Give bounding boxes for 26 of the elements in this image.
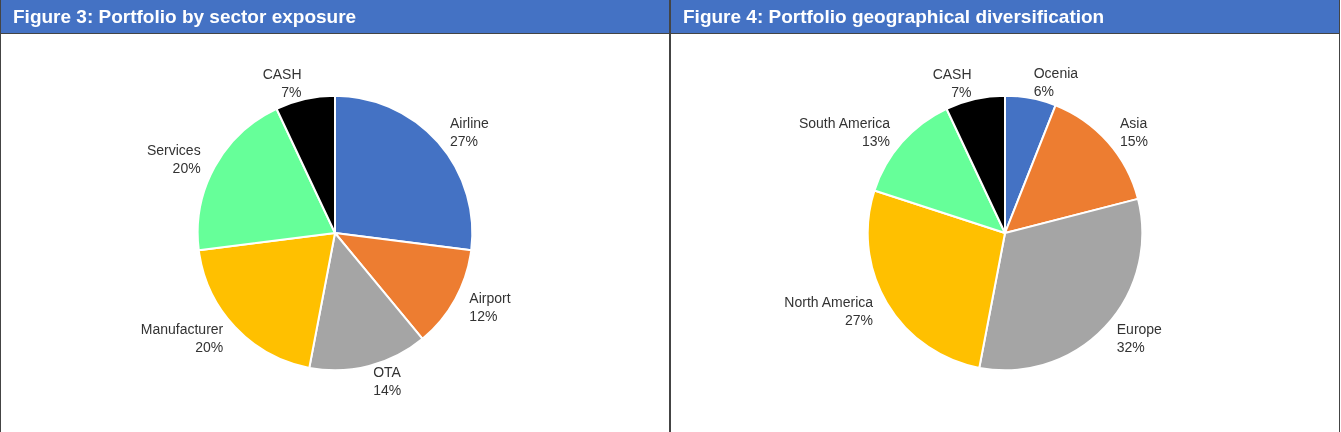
data-label: 20% [172,160,201,177]
data-label: 12% [469,307,498,324]
data-label: 6% [1033,83,1054,100]
slice-label: Manufacturer [140,320,224,337]
slice-label: Airport [469,289,511,306]
data-label: 13% [861,132,890,149]
chart-title: Figure 3: Portfolio by sector exposure [1,0,669,34]
data-label: 7% [951,84,972,101]
data-label: 27% [845,312,874,329]
slice-label: Asia [1120,114,1148,131]
slice-label: OTA [373,364,402,381]
data-label: 14% [373,382,402,399]
slice-label: Services [146,142,201,159]
slice-label: North America [784,294,874,311]
data-label: 7% [281,84,302,101]
data-label: 32% [1116,338,1145,355]
slice-label: CASH [262,66,302,83]
data-label: 27% [450,132,479,149]
data-label: 20% [195,338,224,355]
slice-label: South America [798,114,891,131]
slice-label: Europe [1116,320,1163,337]
chart-title: Figure 4: Portfolio geographical diversification [671,0,1339,34]
slice-label: CASH [932,66,972,83]
data-label: 15% [1120,132,1149,149]
slice-label: Ocenia [1033,65,1079,82]
slice-label: Airline [450,114,490,131]
